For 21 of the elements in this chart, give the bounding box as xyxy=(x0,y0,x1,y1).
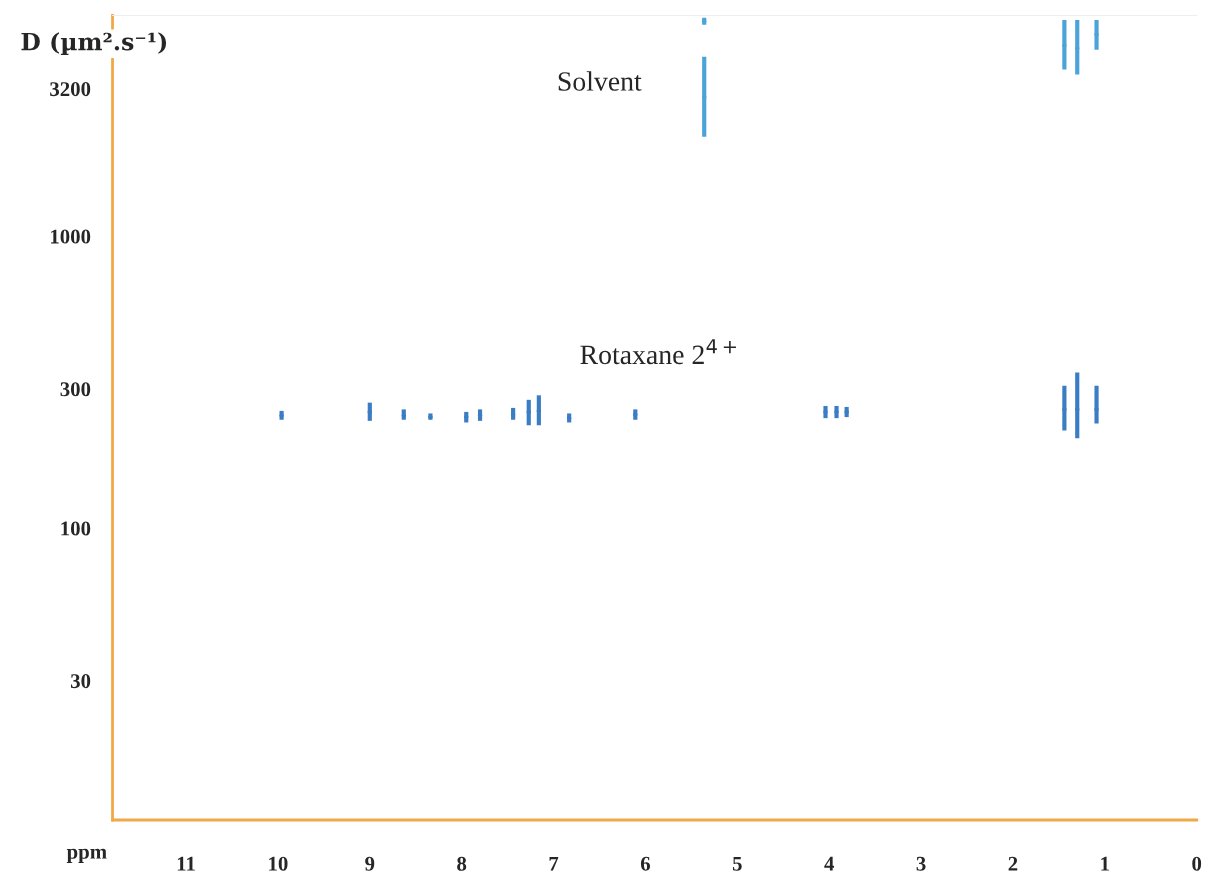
x-tick-label: 4 xyxy=(824,856,834,871)
x-tick-label: 1 xyxy=(1101,856,1109,871)
x-tick-label: 11 xyxy=(177,856,195,871)
y-tick-label: 30 xyxy=(70,674,91,689)
annotation: Rotaxane 2$^{4+}$ xyxy=(580,339,736,365)
y-axis-title: D (µm².s⁻¹) xyxy=(21,32,167,56)
x-tick-label: 0 xyxy=(1192,856,1202,871)
x-tick-label: 2 xyxy=(1008,856,1018,871)
x-tick-label: 5 xyxy=(732,856,742,871)
y-tick-label: 300 xyxy=(60,382,91,397)
x-tick-label: 3 xyxy=(916,856,926,871)
x-tick-label: 7 xyxy=(549,856,559,871)
annotation: Solvent xyxy=(558,71,642,91)
x-axis-title: ppm xyxy=(66,848,107,864)
y-tick-label: 1000 xyxy=(51,229,91,244)
x-tick-label: 8 xyxy=(457,856,467,871)
y-tick-label: 100 xyxy=(61,521,91,536)
x-tick-label: 10 xyxy=(269,856,288,871)
x-tick-label: 9 xyxy=(365,856,375,871)
x-tick-label: 6 xyxy=(640,856,651,871)
y-tick-label: 3200 xyxy=(50,82,91,97)
